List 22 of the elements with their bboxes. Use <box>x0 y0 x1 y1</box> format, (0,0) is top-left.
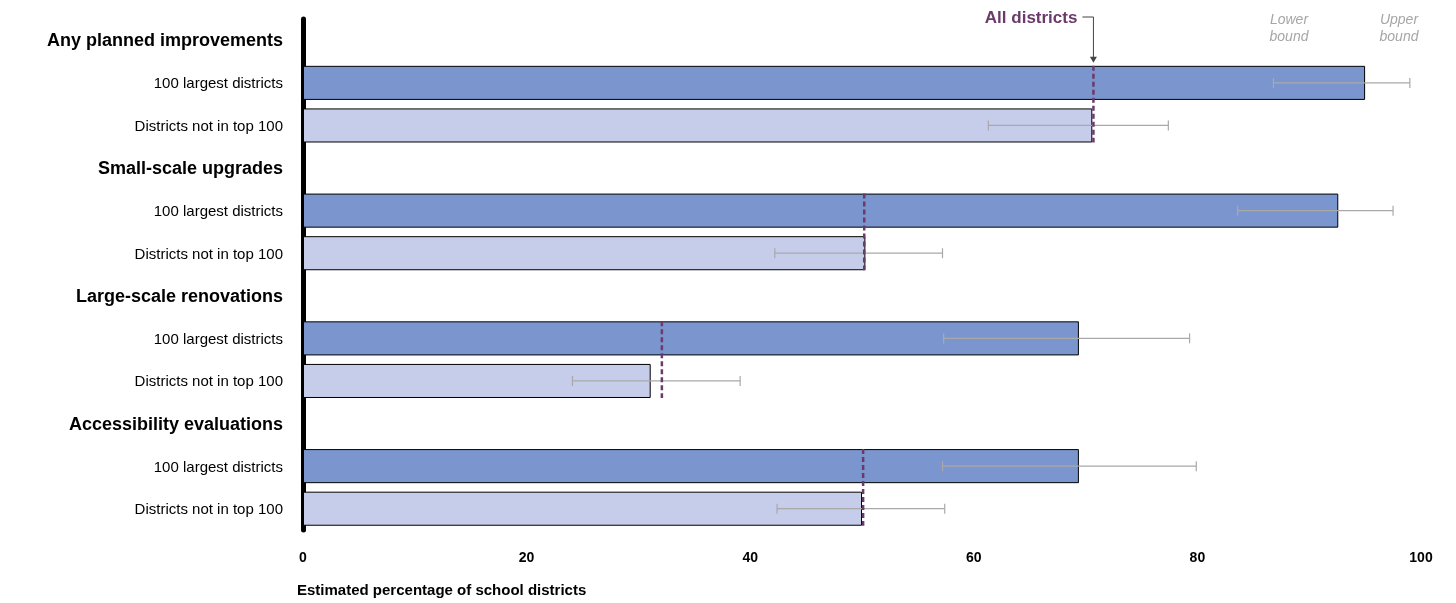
x-tick-label: 20 <box>518 549 535 565</box>
y-tick-label: 100 largest districts <box>153 457 283 475</box>
y-tick-label: Districts not in top 100 <box>134 116 283 134</box>
y-tick-label: Small-scale upgrades <box>97 158 283 179</box>
y-tick-label: Districts not in top 100 <box>134 372 283 390</box>
ref-line-label: All districts <box>984 7 1078 27</box>
y-tick-label: Large-scale renovations <box>75 285 283 306</box>
y-tick-label: Districts not in top 100 <box>134 244 283 262</box>
x-tick-label: 40 <box>742 549 759 565</box>
x-tick-label: 0 <box>299 549 308 565</box>
y-tick-label: Districts not in top 100 <box>134 500 283 518</box>
y-tick-label: 100 largest districts <box>153 74 283 92</box>
y-tick-label: 100 largest districts <box>153 329 283 347</box>
x-tick-label: 80 <box>1189 549 1206 565</box>
y-tick-label: Any planned improvements <box>46 30 283 51</box>
y-tick-label: 100 largest districts <box>153 202 283 220</box>
x-axis-title: Estimated percentage of school districts <box>297 581 587 598</box>
annotation: Upper bound <box>1379 10 1420 44</box>
annotation: Lower bound <box>1269 10 1310 44</box>
y-tick-label: Accessibility evaluations <box>68 413 283 434</box>
x-tick-label: 100 <box>1409 549 1433 565</box>
x-tick-label: 60 <box>966 549 982 565</box>
